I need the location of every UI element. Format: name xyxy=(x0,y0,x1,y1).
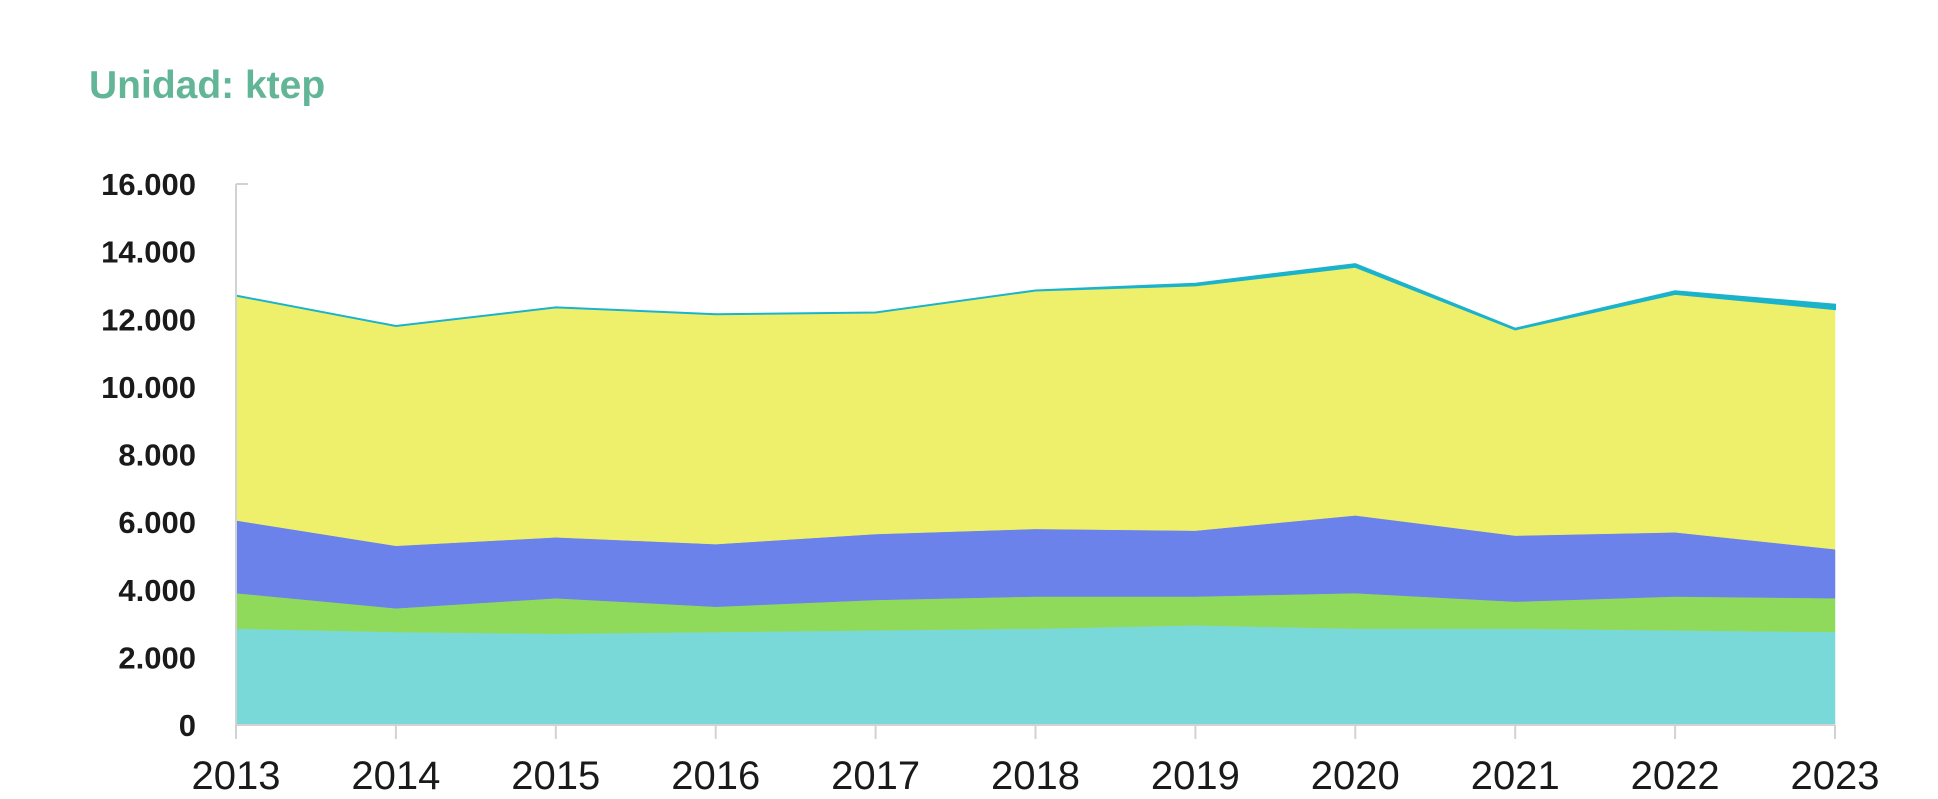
x-tick-label: 2014 xyxy=(351,754,440,798)
x-tick-labels: 2013 2014 2015 2016 2017 2018 2019 2020 2021 2022… xyxy=(192,754,1880,798)
y-tick-label: 4.000 xyxy=(118,573,196,608)
x-tick-label: 2023 xyxy=(1791,754,1880,798)
y-tick-label: 12.000 xyxy=(101,302,196,337)
unit-label: Unidad: ktep xyxy=(89,64,326,107)
y-tick-label: 8.000 xyxy=(118,438,196,473)
area-series-1 xyxy=(235,625,1836,726)
area-series-5 xyxy=(235,263,1836,331)
y-tick-label: 6.000 xyxy=(118,505,196,540)
y-tick-labels: 0 2.000 4.000 6.000 8.000 10.000 12.000 14.000 1… xyxy=(101,167,196,743)
x-tick-label: 2022 xyxy=(1631,754,1720,798)
y-tick-label: 2.000 xyxy=(118,640,196,675)
y-tick-label: 0 xyxy=(179,708,196,743)
x-tick-label: 2016 xyxy=(671,754,760,798)
x-tick-label: 2021 xyxy=(1471,754,1560,798)
x-tick-label: 2018 xyxy=(991,754,1080,798)
y-tick-label: 16.000 xyxy=(101,167,196,202)
x-tick-label: 2020 xyxy=(1311,754,1400,798)
x-tick-label: 2017 xyxy=(831,754,920,798)
y-tick-label: 14.000 xyxy=(101,235,196,270)
x-tick-label: 2013 xyxy=(192,754,281,798)
y-tick-label: 10.000 xyxy=(101,370,196,405)
axes-group xyxy=(235,183,1836,739)
x-tick-label: 2015 xyxy=(511,754,600,798)
x-tick-label: 2019 xyxy=(1151,754,1240,798)
area-series-group xyxy=(235,263,1836,726)
